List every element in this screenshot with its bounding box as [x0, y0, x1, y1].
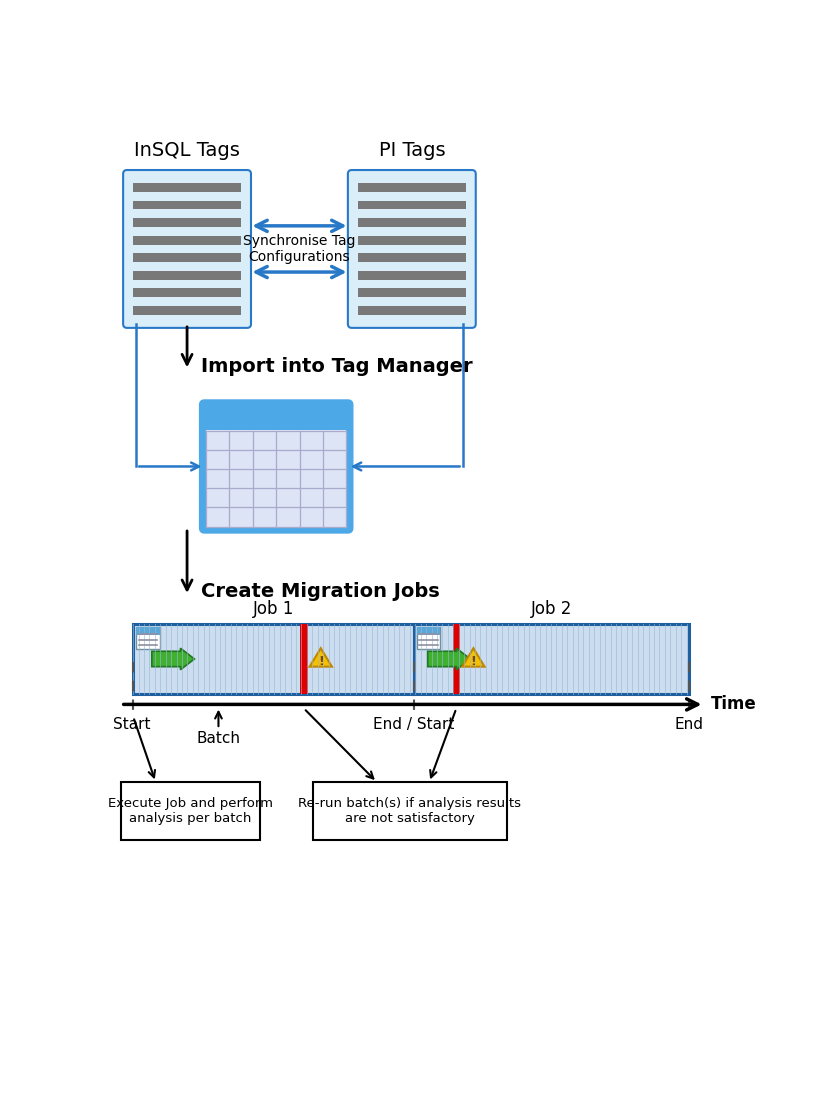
- Polygon shape: [310, 648, 332, 666]
- Bar: [133, 625, 413, 694]
- Text: Execute Job and perform
analysis per batch: Execute Job and perform analysis per bat…: [108, 797, 273, 825]
- Text: Synchronise Tag
Configurations: Synchronise Tag Configurations: [243, 233, 356, 264]
- Bar: [358, 253, 466, 262]
- Bar: [358, 218, 466, 227]
- Bar: [358, 236, 466, 244]
- FancyBboxPatch shape: [203, 402, 350, 432]
- FancyArrow shape: [427, 648, 471, 670]
- Bar: [206, 430, 346, 526]
- Text: PI Tags: PI Tags: [378, 141, 445, 160]
- Bar: [358, 201, 466, 209]
- Text: Re-run batch(s) if analysis results
are not satisfactory: Re-run batch(s) if analysis results are …: [298, 797, 521, 825]
- Bar: [413, 625, 689, 694]
- Text: Start: Start: [113, 717, 150, 732]
- Bar: [358, 288, 466, 297]
- Bar: [133, 183, 241, 192]
- Text: Create Migration Jobs: Create Migration Jobs: [201, 582, 439, 602]
- Bar: [133, 288, 241, 297]
- Text: InSQL Tags: InSQL Tags: [134, 141, 240, 160]
- Text: !: !: [318, 654, 324, 667]
- Bar: [358, 271, 466, 279]
- Text: Job 2: Job 2: [530, 601, 572, 618]
- Text: Time: Time: [710, 695, 756, 713]
- Text: End: End: [675, 717, 703, 732]
- Bar: [121, 783, 261, 840]
- FancyBboxPatch shape: [201, 401, 352, 532]
- Text: End / Start: End / Start: [373, 717, 455, 732]
- Polygon shape: [462, 648, 485, 666]
- Bar: [133, 201, 241, 209]
- Bar: [133, 253, 241, 262]
- FancyBboxPatch shape: [123, 170, 251, 328]
- Bar: [417, 627, 440, 649]
- Bar: [300, 625, 308, 694]
- Text: Import into Tag Manager: Import into Tag Manager: [201, 357, 472, 376]
- Bar: [313, 783, 507, 840]
- Bar: [133, 271, 241, 279]
- FancyBboxPatch shape: [348, 170, 476, 328]
- Bar: [133, 218, 241, 227]
- Text: Job 1: Job 1: [253, 601, 294, 618]
- Bar: [417, 627, 440, 635]
- Text: Batch: Batch: [197, 731, 241, 745]
- Bar: [133, 236, 241, 244]
- Bar: [358, 183, 466, 192]
- Bar: [452, 625, 461, 694]
- Bar: [133, 625, 413, 694]
- Bar: [413, 625, 689, 694]
- Bar: [136, 627, 159, 635]
- Bar: [136, 627, 159, 649]
- Bar: [358, 306, 466, 315]
- Bar: [133, 306, 241, 315]
- Text: !: !: [471, 654, 476, 667]
- FancyArrow shape: [152, 648, 194, 670]
